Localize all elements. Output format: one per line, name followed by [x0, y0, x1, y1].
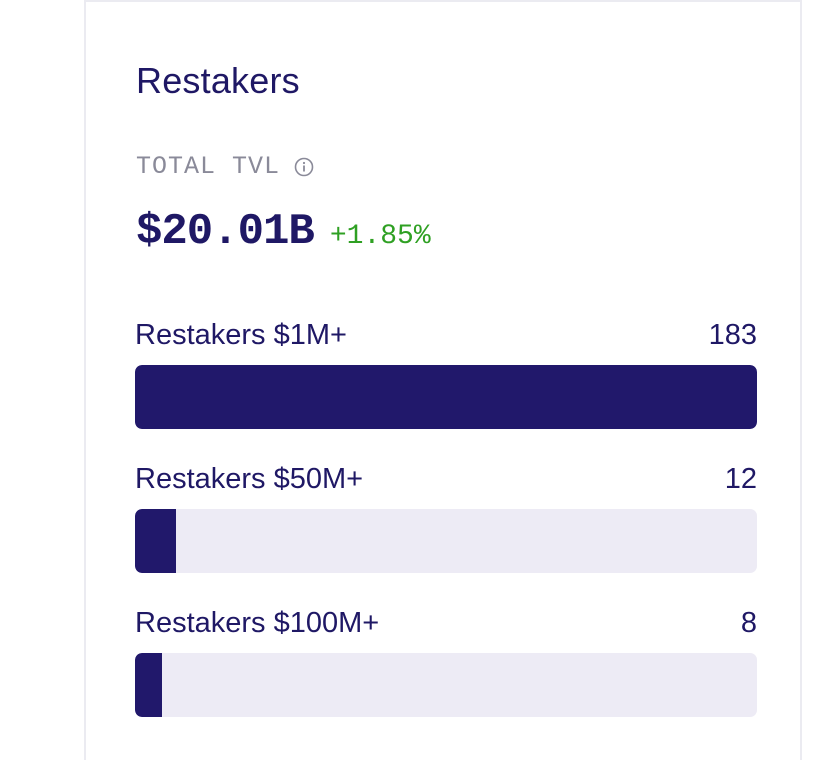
bar-count: 8: [740, 607, 757, 639]
bar-label: Restakers $1M+: [135, 319, 347, 351]
bar-fill: [135, 653, 163, 717]
tvl-change: +1.85%: [329, 221, 431, 252]
bar-count: 183: [708, 319, 757, 351]
bar-fill: [135, 365, 757, 429]
bar-item-50m: Restakers $50M+ 12: [135, 463, 757, 573]
tvl-value: $20.01B: [136, 207, 315, 257]
bar-track: [135, 653, 757, 717]
bar-fill: [135, 509, 177, 573]
bar-count: 12: [724, 463, 757, 495]
card-title: Restakers: [136, 60, 300, 101]
tvl-row: $20.01B +1.85%: [136, 207, 431, 257]
info-icon[interactable]: [294, 157, 314, 177]
tvl-label: TOTAL TVL: [136, 152, 281, 181]
bar-track: [135, 509, 757, 573]
bar-label: Restakers $100M+: [135, 607, 380, 639]
bar-item-100m: Restakers $100M+ 8: [135, 607, 757, 717]
bar-label: Restakers $50M+: [135, 463, 364, 495]
restakers-card: Restakers TOTAL TVL $20.01B +1.85% Resta…: [84, 0, 802, 760]
bar-track: [135, 365, 757, 429]
tvl-label-row: TOTAL TVL: [136, 152, 314, 181]
bar-item-1m: Restakers $1M+ 183: [135, 319, 757, 429]
